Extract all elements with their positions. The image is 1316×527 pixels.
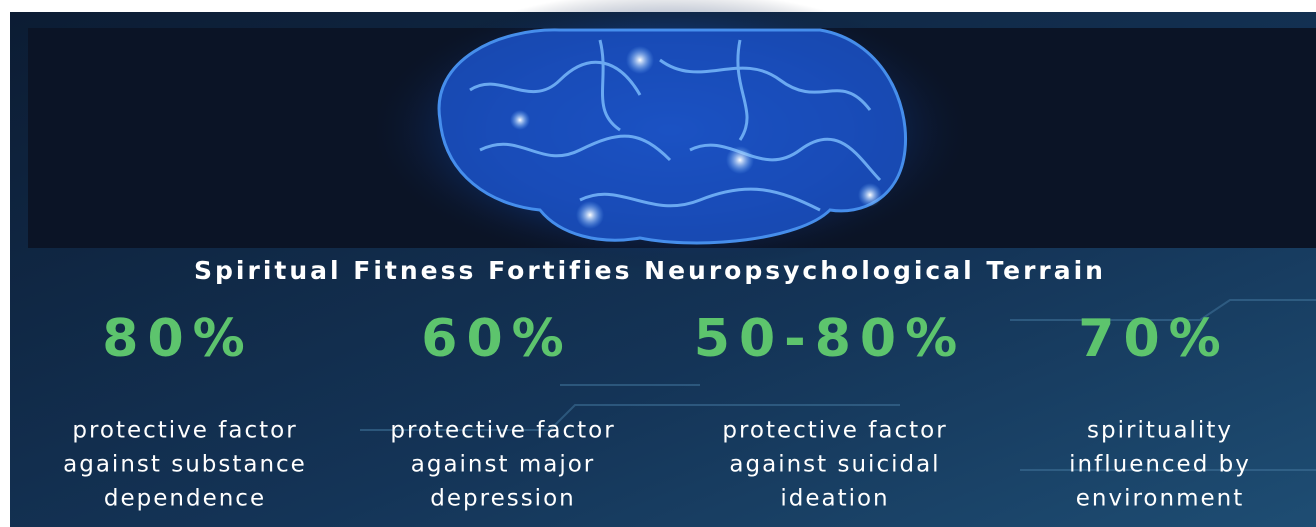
infographic: Spiritual Fitness Fortifies Neuropsychol… xyxy=(0,0,1316,527)
title: Spiritual Fitness Fortifies Neuropsychol… xyxy=(194,256,1106,285)
stat-description: environment xyxy=(1076,486,1244,512)
stat-description: protective factor xyxy=(72,418,297,444)
stat-description: influenced by xyxy=(1069,452,1251,478)
stat-value: 60% xyxy=(421,309,572,369)
stat-value: 80% xyxy=(102,309,253,369)
stat-description: ideation xyxy=(780,486,889,512)
stat-value: 70% xyxy=(1078,309,1229,369)
stat-value: 50-80% xyxy=(694,309,966,369)
stat-description: depression xyxy=(430,486,575,512)
stat-description: spirituality xyxy=(1087,418,1233,444)
stat-description: protective factor xyxy=(390,418,615,444)
stat-description: against suicidal xyxy=(729,452,940,478)
stat-description: against substance xyxy=(63,452,307,478)
stat-description: protective factor xyxy=(722,418,947,444)
brain-illustration xyxy=(370,0,970,270)
stat-description: dependence xyxy=(104,486,266,512)
stat-description: against major xyxy=(411,452,595,478)
